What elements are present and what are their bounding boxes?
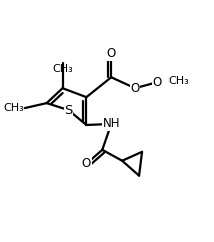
Text: O: O: [152, 76, 162, 89]
Text: S: S: [64, 104, 73, 117]
Text: O: O: [131, 82, 140, 95]
Text: O: O: [107, 47, 116, 60]
Text: NH: NH: [103, 117, 120, 130]
Text: CH₃: CH₃: [3, 103, 24, 113]
Text: CH₃: CH₃: [52, 64, 73, 74]
Text: O: O: [82, 157, 91, 170]
Text: CH₃: CH₃: [168, 76, 189, 86]
